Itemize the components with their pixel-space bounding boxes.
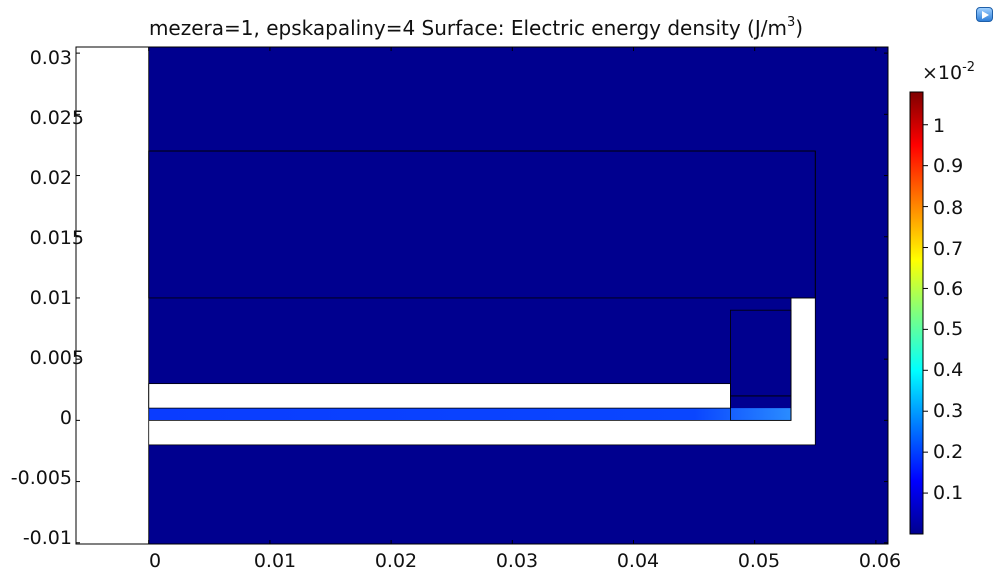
colorbar-tick-label: 0.2 — [933, 441, 964, 463]
x-tick-label: 0.04 — [616, 550, 660, 572]
x-tick-label: 0.03 — [495, 550, 539, 572]
x-tick-label: 0.01 — [253, 550, 297, 572]
lower-electrode — [148, 420, 816, 445]
y-tick-label: -0.01 — [22, 527, 72, 549]
y-tick-label: 0.015 — [29, 227, 84, 249]
plot-title: mezera=1, epskapaliny=4 Surface: Electri… — [148, 15, 804, 40]
left-axis-gap — [76, 47, 149, 544]
y-tick-label: 0.03 — [29, 47, 72, 69]
outer-region-outline — [148, 150, 816, 298]
colorbar-tick-label: 0.5 — [933, 318, 964, 340]
upper-electrode — [148, 383, 731, 409]
colorbar-tick-label: 0.6 — [933, 278, 964, 300]
colorbar-tick-label: 0.9 — [933, 155, 964, 177]
x-tick-label: 0.02 — [374, 550, 418, 572]
colorbar-multiplier: ×10-2 — [922, 60, 976, 84]
colorbar-tick-label: 0.4 — [933, 359, 964, 381]
field-background — [148, 47, 888, 544]
colorbar-tick-label: 0.3 — [933, 400, 964, 422]
x-tick-label: 0.05 — [737, 550, 781, 572]
colorbar-tick-label: 0.8 — [933, 197, 964, 219]
x-tick-label: 0 — [148, 550, 162, 572]
y-tick-label: 0.02 — [29, 167, 72, 189]
colorbar-tick-label: 1 — [933, 115, 946, 137]
axes-frame — [75, 46, 889, 545]
high-field-region — [148, 408, 792, 421]
colorbar-tick-label: 0.7 — [933, 238, 964, 260]
right-electrode — [791, 297, 816, 445]
y-tick-label: -0.005 — [10, 467, 72, 489]
y-tick-label: 0.005 — [29, 347, 84, 369]
x-tick-label: 0.06 — [858, 550, 902, 572]
colorbar-tick-label: 0.1 — [933, 482, 964, 504]
y-tick-label: 0.025 — [29, 107, 84, 129]
geometry-outline — [730, 395, 792, 421]
comsol-logo-icon — [976, 7, 993, 22]
y-tick-label: 0.01 — [29, 287, 72, 309]
y-tick-label: 0 — [59, 407, 72, 429]
colorbar — [909, 91, 924, 535]
